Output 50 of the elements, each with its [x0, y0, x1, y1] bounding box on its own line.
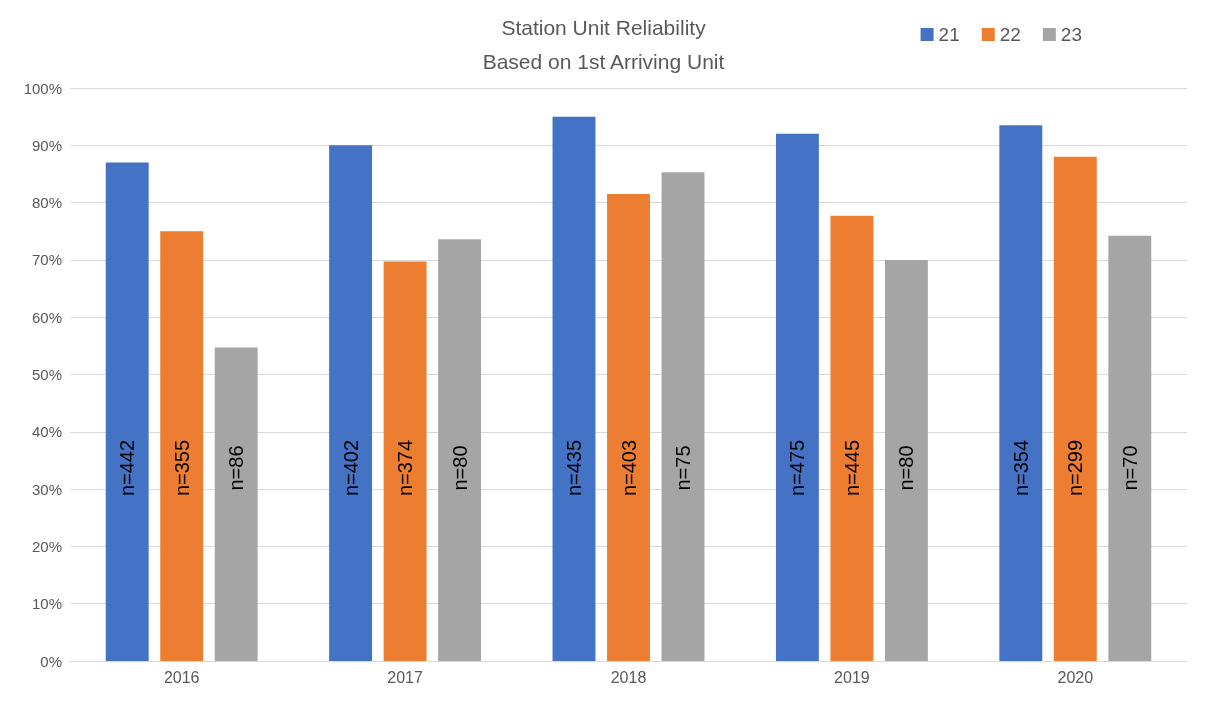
bar [1053, 156, 1097, 661]
bar [661, 172, 705, 661]
y-tick-label: 50% [31, 366, 62, 383]
legend-label: 22 [999, 24, 1021, 45]
annotation: n=374 [394, 439, 417, 497]
annotation: n=403 [617, 439, 640, 497]
annotation: n=70 [1118, 445, 1141, 491]
x-tick-label: 2020 [1057, 668, 1094, 686]
y-tick-label: 70% [31, 251, 62, 269]
annotation: n=435 [563, 439, 585, 497]
x-tick-label: 2018 [610, 668, 647, 686]
y-tick-label: 30% [31, 480, 62, 498]
annotation: n=402 [339, 439, 362, 497]
bar [830, 215, 874, 661]
bar [160, 231, 204, 661]
y-tick-label: 0% [40, 652, 62, 670]
bar [329, 145, 373, 661]
x-tick-label: 2019 [834, 668, 870, 686]
y-tick-label: 100% [23, 79, 62, 97]
annotation: n=299 [1064, 439, 1087, 497]
y-tick-label: 20% [31, 537, 62, 555]
x-tick-label: 2017 [387, 668, 423, 686]
y-tick-label: 80% [31, 194, 62, 212]
y-tick-label: 90% [31, 136, 62, 154]
annotation: n=80 [895, 445, 918, 491]
annotation: n=75 [672, 445, 694, 491]
annotation: n=442 [116, 439, 139, 497]
y-tick-label: 60% [31, 308, 62, 326]
bar [607, 194, 650, 661]
y-tick-label: 10% [31, 595, 62, 613]
bar [552, 116, 596, 661]
legend-label: 21 [938, 24, 960, 45]
chart-title: Station Unit Reliability Based on 1st Arriving Unit [482, 15, 725, 73]
annotation: n=445 [840, 439, 863, 497]
bar [438, 239, 482, 661]
annotation: n=355 [170, 439, 193, 497]
bar [214, 347, 258, 661]
bar [1108, 235, 1152, 661]
bar [383, 261, 427, 661]
bar [105, 162, 149, 661]
annotation: n=354 [1009, 439, 1032, 497]
x-tick-label: 2016 [163, 668, 200, 686]
legend-label: 23 [1060, 24, 1083, 45]
annotation: n=80 [448, 445, 471, 491]
annotation: n=86 [225, 445, 248, 491]
annotation: n=475 [786, 439, 809, 497]
bar [775, 133, 819, 661]
bar [884, 259, 928, 661]
bar [999, 125, 1043, 661]
y-tick-label: 40% [31, 423, 62, 441]
